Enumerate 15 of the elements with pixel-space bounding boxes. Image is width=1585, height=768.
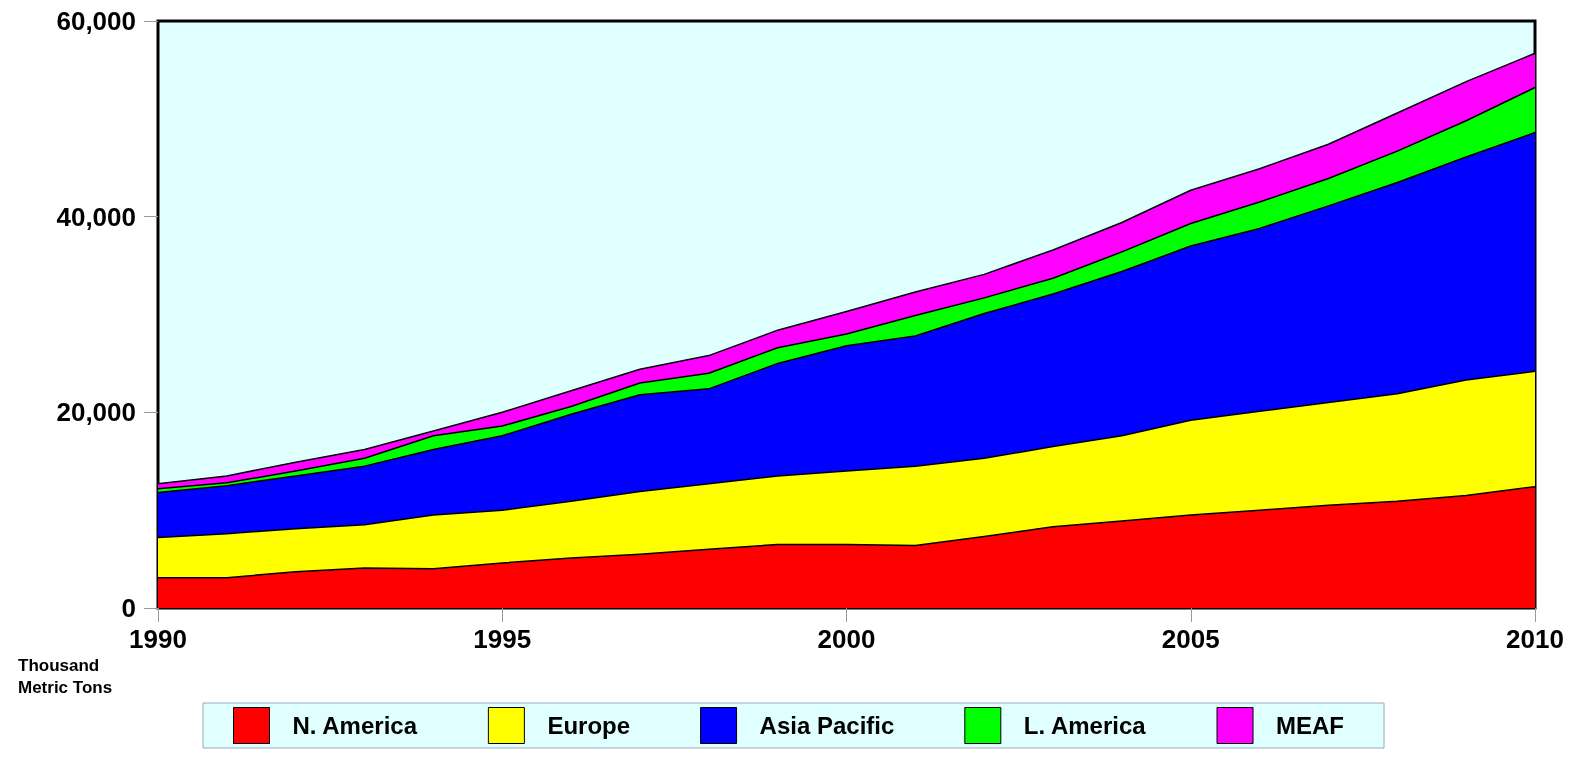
legend-label: Asia Pacific	[759, 712, 895, 739]
y-tick-label: 20,000	[56, 397, 136, 428]
x-tick-label: 2005	[1161, 624, 1220, 654]
legend-label: Europe	[547, 712, 631, 739]
legend-label: N. America	[292, 712, 418, 739]
x-tick-label: 2000	[817, 624, 876, 654]
x-tick-label: 2010	[1506, 624, 1564, 654]
y-tick-label: 40,000	[56, 201, 136, 232]
y-axis-title: Thousand Metric Tons	[18, 655, 113, 697]
legend-label: L. America	[1023, 712, 1147, 739]
legend-label: MEAF	[1276, 712, 1345, 739]
y-tick-label: 60,000	[56, 6, 136, 36]
y-tick-label: 0	[121, 593, 136, 623]
x-tick-label: 1990	[129, 624, 187, 654]
x-tick-label: 1995	[473, 624, 532, 654]
